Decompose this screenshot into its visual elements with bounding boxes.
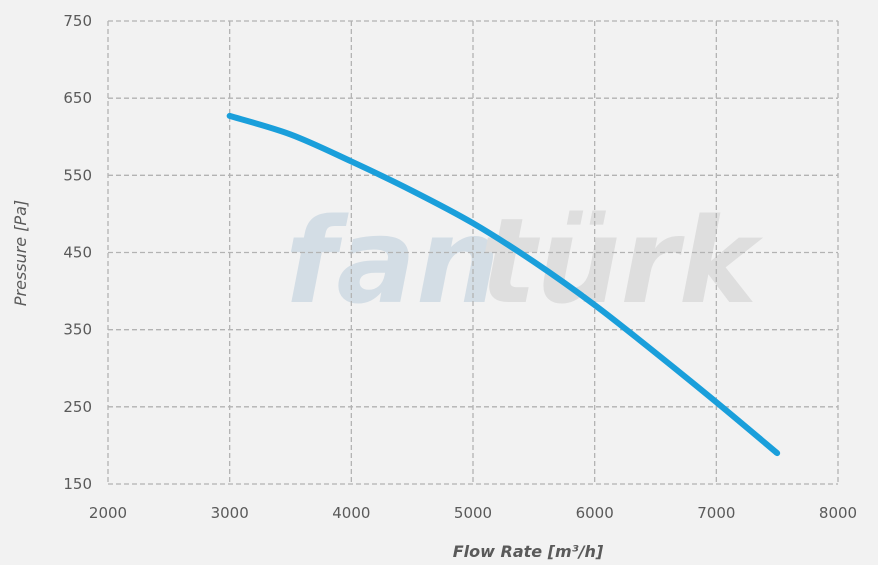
watermark-logo: fan türk	[285, 192, 764, 330]
grid-lines	[107, 20, 839, 485]
watermark-text-fan: fan	[285, 192, 500, 330]
x-tick-label: 6000	[576, 504, 614, 522]
x-tick-label: 7000	[697, 504, 735, 522]
x-tick-labels: 2000 3000 4000 5000 6000 7000 8000	[89, 504, 857, 522]
series-line	[226, 112, 781, 457]
series-group	[226, 112, 781, 457]
x-tick-label: 2000	[89, 504, 127, 522]
y-tick-label: 150	[63, 475, 92, 493]
x-tick-label: 3000	[211, 504, 249, 522]
y-tick-label: 350	[63, 321, 92, 339]
y-tick-label: 650	[63, 89, 92, 107]
watermark-text-turk: türk	[480, 192, 764, 330]
x-tick-label: 4000	[332, 504, 370, 522]
y-axis-label: Pressure [Pa]	[11, 200, 30, 306]
y-tick-label: 550	[63, 166, 92, 184]
x-tick-label: 8000	[819, 504, 857, 522]
y-tick-labels: 150 250 350 450 550 650 750	[63, 12, 92, 493]
x-tick-label: 5000	[454, 504, 492, 522]
x-axis-label: Flow Rate [m³/h]	[453, 542, 604, 561]
y-tick-label: 750	[63, 12, 92, 30]
y-tick-label: 450	[63, 244, 92, 262]
y-tick-label: 250	[63, 398, 92, 416]
